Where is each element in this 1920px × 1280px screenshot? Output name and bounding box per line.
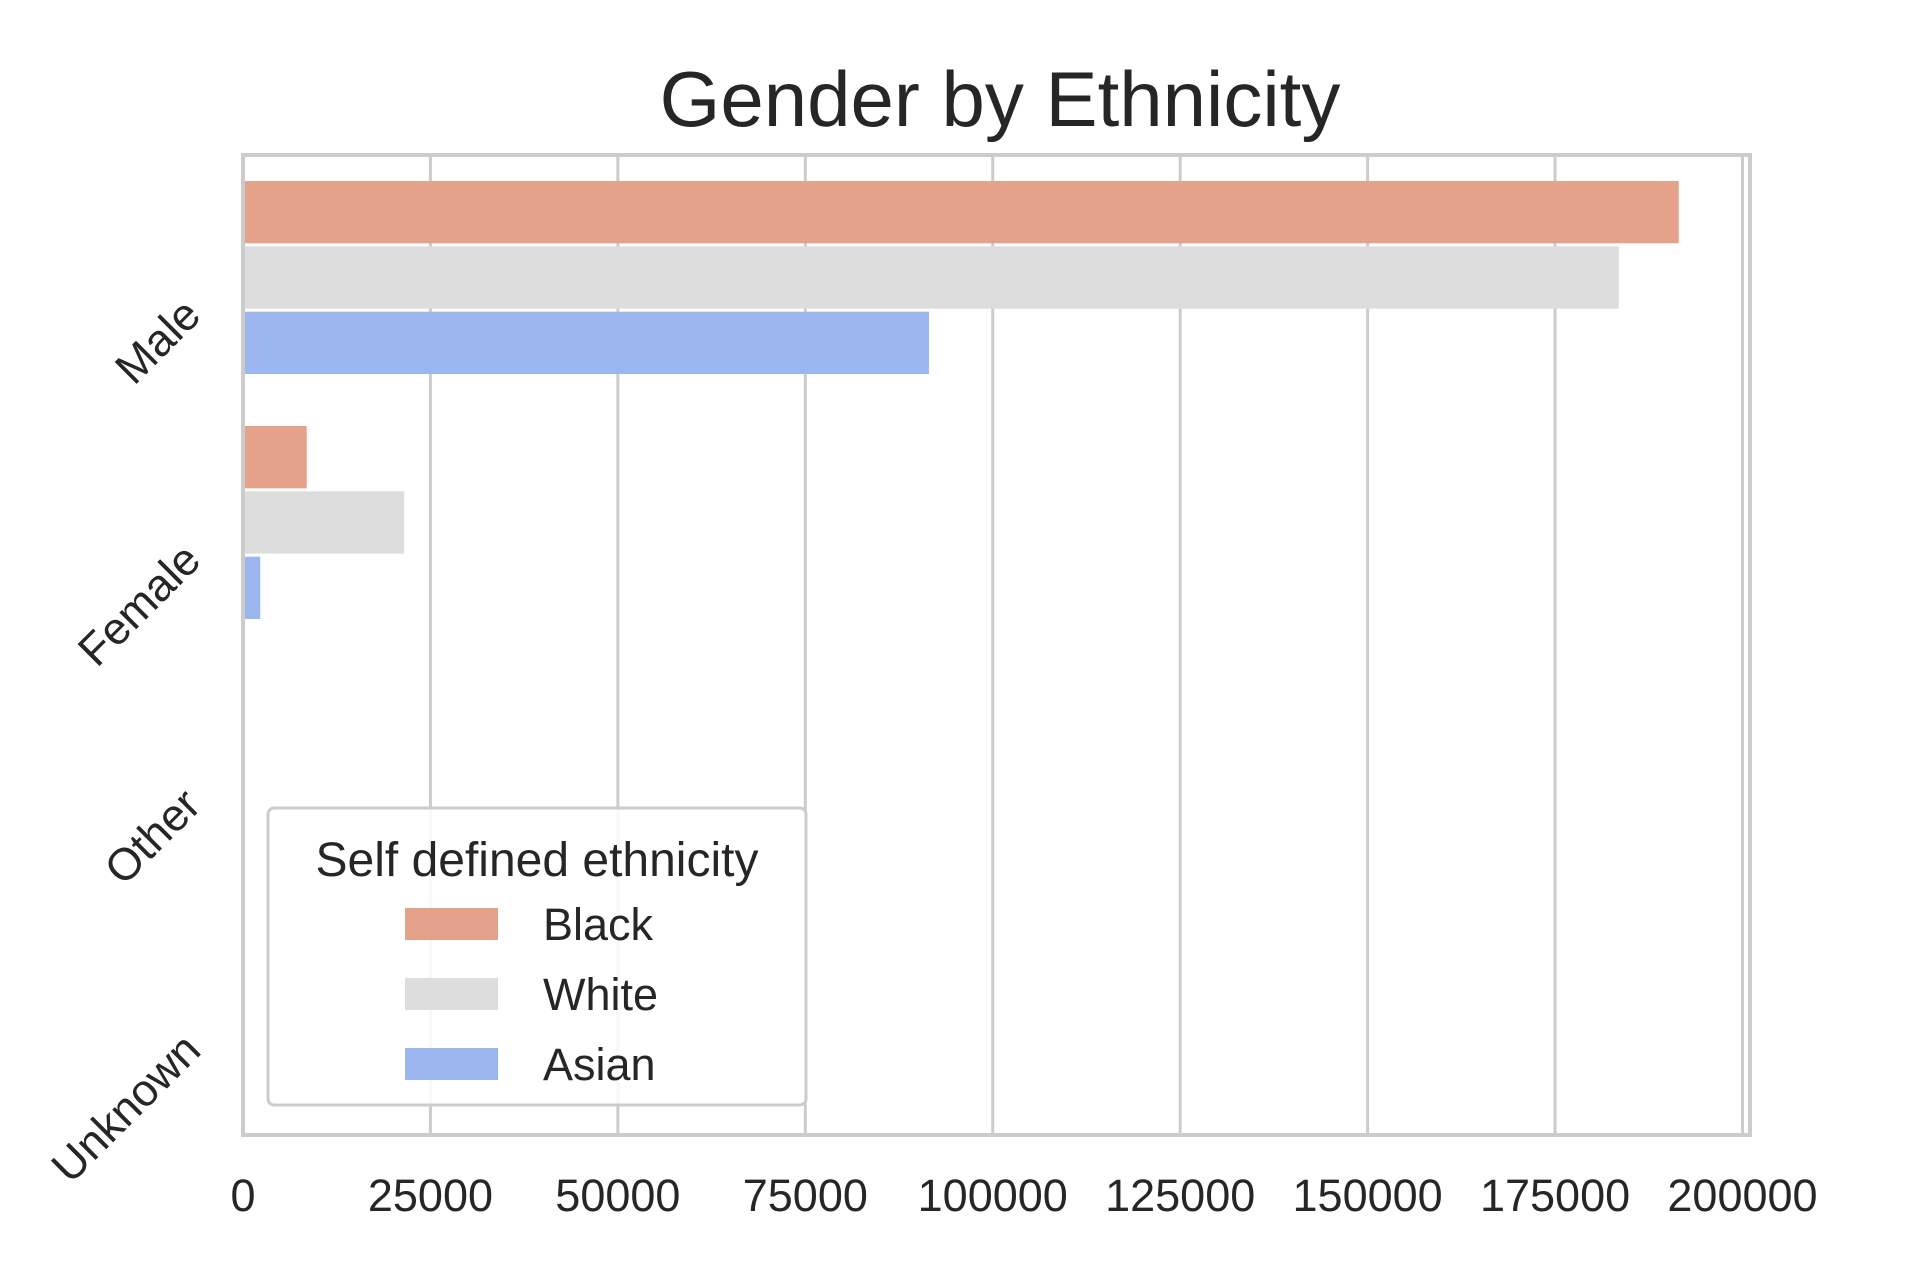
x-tick-label: 175000 — [1480, 1170, 1630, 1221]
legend-title: Self defined ethnicity — [316, 834, 759, 887]
x-tick-label: 0 — [230, 1170, 255, 1221]
plot-frame — [241, 153, 1752, 1137]
x-axis-ticks: 0 25000 50000 75000 100000 125000 150000 175000… — [230, 1170, 1817, 1221]
legend-box — [266, 806, 808, 1107]
x-tick-label: 50000 — [555, 1170, 680, 1221]
x-tick-label: 75000 — [743, 1170, 868, 1221]
y-category-label-unknown: Unknown — [41, 1024, 210, 1193]
y-category-label-male: Male — [105, 289, 210, 394]
x-tick-label: 150000 — [1293, 1170, 1443, 1221]
bar-female-white — [243, 491, 405, 554]
legend-swatch-white — [405, 978, 498, 1010]
chart-title: Gender by Ethnicity — [660, 55, 1341, 143]
legend-swatch-asian — [405, 1048, 498, 1080]
x-tick-label: 100000 — [918, 1170, 1068, 1221]
legend-label-asian: Asian — [543, 1039, 656, 1090]
y-category-label-other: Other — [94, 779, 210, 895]
legend-swatch-black — [405, 908, 498, 940]
bar-male-asian — [243, 311, 930, 374]
x-tick-label: 125000 — [1105, 1170, 1255, 1221]
y-category-label-female: Female — [68, 534, 210, 676]
bar-female-asian — [243, 556, 261, 619]
legend: Self defined ethnicity Black White Asian — [266, 806, 808, 1107]
bar-female-black — [243, 426, 307, 489]
y-axis-categories: Male Female Other Unknown — [41, 289, 210, 1193]
bars — [243, 181, 1679, 619]
bar-male-white — [243, 246, 1619, 309]
legend-label-black: Black — [543, 899, 654, 950]
x-tick-label: 200000 — [1667, 1170, 1817, 1221]
legend-label-white: White — [543, 969, 658, 1020]
bar-male-black — [243, 181, 1679, 244]
x-tick-label: 25000 — [368, 1170, 493, 1221]
